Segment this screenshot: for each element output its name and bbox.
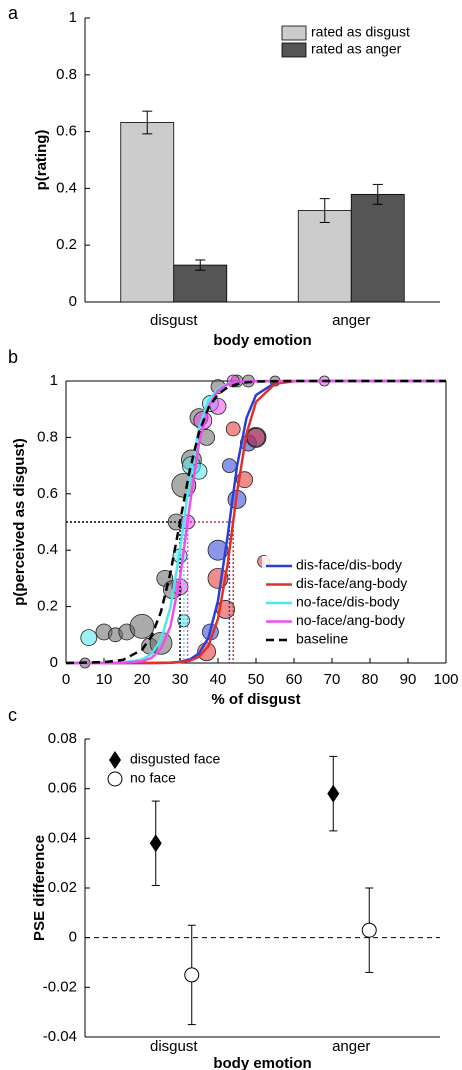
data-point — [80, 629, 98, 647]
y-tick-label: 0.4 — [37, 541, 58, 558]
bar — [350, 193, 405, 303]
y-axis-label: PSE difference — [31, 835, 48, 941]
x-tick-label: 60 — [286, 671, 303, 688]
legend-label: no face — [130, 770, 176, 786]
x-tick-label: 30 — [172, 671, 189, 688]
y-tick-label: 0.02 — [48, 879, 77, 896]
data-point — [129, 613, 155, 639]
x-tick-label: 90 — [400, 671, 417, 688]
data-point — [177, 614, 191, 628]
y-tick-label: 1 — [69, 9, 77, 26]
x-tick-label: 10 — [96, 671, 113, 688]
legend-label: dis-face/ang-body — [296, 575, 407, 591]
curve — [65, 379, 446, 665]
legend-marker — [107, 771, 123, 787]
y-tick-label: 0.6 — [37, 485, 58, 502]
bar — [120, 122, 175, 303]
x-tick-label: disgust — [150, 1038, 198, 1055]
legend-label: no-face/ang-body — [296, 612, 405, 628]
x-tick-label: 100 — [433, 671, 458, 688]
y-tick-label: 1 — [50, 372, 58, 389]
data-point — [209, 397, 227, 415]
data-point — [225, 421, 241, 437]
legend-label: no-face/dis-body — [296, 594, 400, 610]
panel-label: a — [8, 3, 19, 23]
y-tick-label: 0 — [50, 654, 58, 671]
legend-swatch — [281, 25, 307, 41]
legend-label: disgusted face — [130, 751, 220, 767]
x-tick-label: 80 — [362, 671, 379, 688]
bar — [297, 210, 352, 303]
y-tick-label: 0 — [69, 929, 77, 946]
legend-label: rated as anger — [311, 41, 402, 57]
x-tick-label: 50 — [248, 671, 265, 688]
data-point — [246, 427, 266, 447]
y-tick-label: 0.08 — [48, 730, 77, 747]
panel-label: c — [8, 705, 17, 725]
y-tick-label: 0.06 — [48, 780, 77, 797]
x-axis-label: body emotion — [213, 332, 311, 349]
data-point — [221, 458, 237, 474]
x-tick-label: 70 — [324, 671, 341, 688]
y-axis-label: p(rating) — [33, 130, 50, 191]
y-tick-label: 0.8 — [56, 66, 77, 83]
y-tick-label: 0.6 — [56, 123, 77, 140]
legend-swatch — [281, 42, 307, 58]
y-axis-label: p(perceived as disgust) — [11, 438, 28, 606]
y-tick-label: 0.4 — [56, 179, 77, 196]
y-tick-label: -0.02 — [43, 978, 77, 995]
data-point — [361, 922, 377, 938]
legend-label: dis-face/dis-body — [296, 557, 402, 573]
data-point — [149, 834, 162, 853]
x-tick-label: disgust — [150, 312, 198, 329]
x-tick-label: anger — [332, 312, 370, 329]
y-tick-label: 0.8 — [37, 428, 58, 445]
x-axis-label: % of disgust — [211, 691, 300, 708]
y-tick-label: 0.2 — [37, 598, 58, 615]
legend-marker — [109, 751, 121, 769]
x-axis-label: body emotion — [213, 1055, 311, 1070]
legend-label: rated as disgust — [311, 24, 410, 40]
data-point — [327, 784, 340, 803]
y-tick-label: -0.04 — [43, 1028, 77, 1045]
panel-label: b — [8, 347, 18, 367]
y-tick-label: 0 — [69, 293, 77, 310]
y-tick-label: 0.2 — [56, 236, 77, 253]
data-point — [184, 967, 200, 983]
y-tick-label: 0.04 — [48, 829, 77, 846]
data-point — [207, 539, 229, 561]
curve — [66, 379, 446, 665]
x-tick-label: anger — [332, 1038, 370, 1055]
legend-label: baseline — [296, 631, 348, 647]
x-tick-label: 20 — [134, 671, 151, 688]
x-tick-label: 0 — [62, 671, 70, 688]
x-tick-label: 40 — [210, 671, 227, 688]
bar — [173, 264, 228, 303]
